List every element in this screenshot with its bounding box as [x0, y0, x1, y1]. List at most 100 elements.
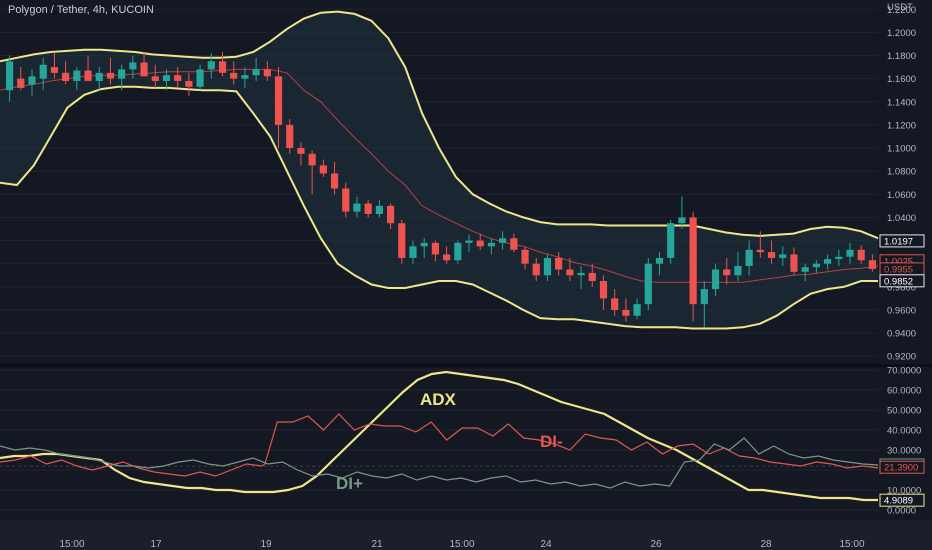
indicator-value-text: 4.9089 [884, 496, 913, 507]
candle-body [252, 69, 260, 76]
candle-body [655, 257, 664, 264]
candle [118, 64, 126, 91]
candle [622, 298, 630, 322]
candle [454, 240, 462, 264]
candle [711, 263, 720, 297]
candle-body [835, 256, 843, 260]
candle [386, 203, 395, 229]
candle [319, 159, 327, 177]
candle [151, 64, 159, 88]
indicator-value-text: 21.3900 [884, 463, 918, 474]
time-tick-label: 15:00 [59, 539, 84, 550]
series-line-di [0, 413, 879, 477]
price-label-box [879, 234, 925, 248]
candle-body [678, 217, 686, 224]
candle-body [689, 217, 697, 305]
candle-body [633, 304, 641, 316]
candle-body [95, 72, 103, 81]
time-tick-label: 15:00 [449, 539, 474, 550]
time-tick-label: 26 [650, 539, 662, 550]
price-tick-label: 1.0600 [887, 190, 916, 201]
candle [409, 240, 417, 264]
candle [599, 275, 608, 310]
candle-body [386, 205, 395, 224]
price-tick-label: 0.9800 [887, 282, 916, 293]
band-upper [0, 10, 879, 240]
candle-body [510, 238, 518, 250]
candle-body [801, 267, 809, 272]
candle-body [398, 223, 406, 258]
candle [846, 242, 854, 264]
price-label: 0.9955 [879, 262, 925, 276]
candle-body [84, 70, 92, 81]
price-tick-label: 1.1200 [887, 120, 916, 131]
candle [330, 161, 339, 195]
indicator-value-label: 21.3900 [879, 460, 925, 474]
candle-body [263, 69, 271, 77]
candle [218, 52, 227, 77]
candle-body [767, 252, 776, 258]
candle [555, 252, 563, 276]
price-tick-label: 0.9400 [887, 329, 916, 340]
indicator-axis[interactable]: 70.000060.000050.000040.000030.000020.00… [879, 366, 925, 517]
candle-body [532, 263, 540, 276]
candle [286, 119, 294, 154]
time-tick-label: 28 [760, 539, 772, 550]
annotation-di: DI+ [336, 474, 363, 493]
candle [678, 196, 686, 229]
candle-body [599, 281, 608, 299]
candle [62, 61, 70, 85]
candle [487, 238, 496, 255]
candle [644, 257, 652, 310]
series-line-adx [0, 370, 878, 502]
candle-body [667, 223, 675, 258]
time-axis[interactable]: 15:00 17 19 21 15:00 24 26 28 15:00 [59, 539, 864, 550]
candle-body [431, 242, 439, 255]
candle-body [644, 263, 652, 305]
candle-body [812, 263, 820, 268]
price-tick-label: 1.2000 [887, 28, 916, 39]
candle [868, 254, 876, 272]
candle [689, 211, 697, 322]
candle [196, 64, 204, 91]
candle-body [28, 76, 36, 85]
candle-body [734, 266, 742, 276]
candle-body [274, 76, 283, 125]
indicator-tick-label: 40.0000 [887, 426, 921, 437]
candle [857, 245, 865, 264]
price-axis[interactable]: 1.2200 1.2000 1.1800 1.1600 1.1400 1.1200 1.10… [879, 5, 925, 363]
candle-body [218, 61, 227, 73]
time-tick-label: 21 [371, 539, 383, 550]
candle [510, 233, 518, 253]
indicator-value-box [879, 460, 925, 474]
candle [375, 200, 383, 218]
candle-body [375, 205, 383, 214]
candle-body [319, 165, 327, 174]
candle [835, 249, 843, 267]
candle [476, 233, 484, 250]
candle-body [420, 242, 428, 247]
candle-body [174, 75, 182, 81]
candle [252, 57, 260, 81]
pane-separator [0, 364, 932, 367]
candle-body [353, 203, 361, 212]
candle [297, 142, 305, 166]
candle-body [129, 62, 137, 70]
candle [398, 219, 406, 264]
candle-body [566, 269, 574, 276]
candle [174, 67, 182, 88]
candle-body [6, 61, 14, 91]
time-tick-label: 15:00 [839, 539, 864, 550]
candle-body [185, 80, 193, 87]
candle-body [286, 124, 294, 149]
candle [577, 266, 585, 290]
candle [499, 231, 507, 250]
candle [6, 55, 14, 102]
price-tick-label: 1.2200 [887, 5, 916, 16]
candle [185, 72, 193, 96]
candle [106, 57, 115, 85]
candle-body [106, 72, 115, 79]
series-line-di [0, 437, 879, 489]
candle-body [162, 75, 171, 81]
indicator-tick-label: 50.0000 [887, 406, 921, 417]
